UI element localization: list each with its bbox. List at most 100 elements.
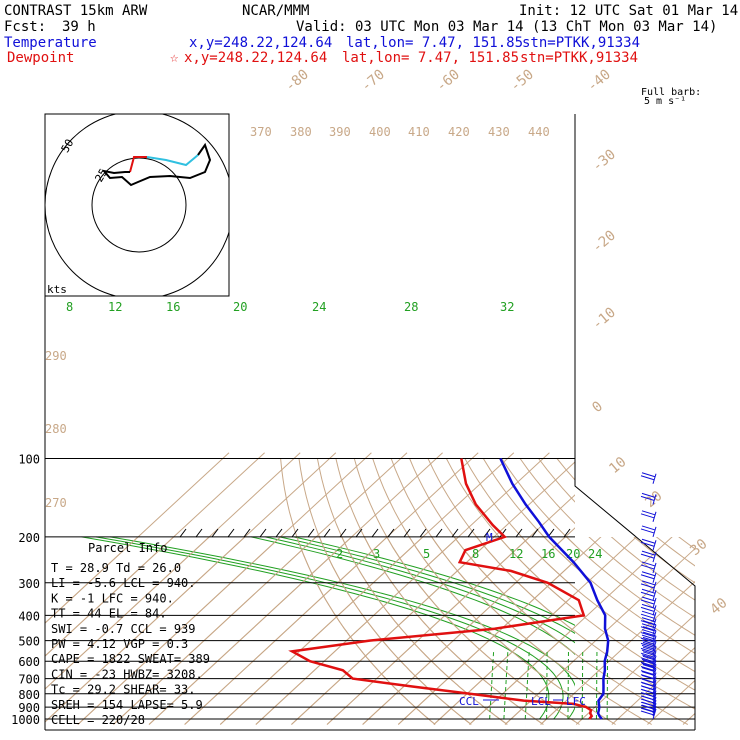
parcel-info-row: T = 28.9 Td = 26.0 [51, 561, 181, 575]
hodograph-units: kts [47, 283, 67, 296]
hodograph-segment-mid [146, 154, 199, 167]
theta-label: 430 [488, 125, 510, 139]
moist-adiabat-label: 28 [404, 300, 418, 314]
hatch-mark [419, 528, 427, 538]
isotherm [45, 537, 246, 723]
hatch-mark [259, 528, 267, 538]
wind-barb-feather [642, 626, 657, 632]
mixing-ratio-marker: M [486, 531, 493, 544]
wind-barb-shaft [652, 708, 657, 720]
wind-barb-shaft [652, 664, 657, 675]
dry-adiabat [386, 537, 580, 725]
wind-barb-shaft [652, 646, 657, 657]
dewpoint-latlon: lat,lon= 7.47, 151.85 [342, 50, 519, 66]
wind-barb-shaft [652, 668, 657, 679]
dry-adiabat [476, 537, 695, 710]
mixing-ratio-line [595, 649, 598, 720]
dry-adiabat [668, 459, 740, 725]
isotherm [719, 453, 740, 725]
hodograph-ring-label-25: 25 [92, 166, 110, 184]
temperature-tick-label: -80 [282, 67, 312, 96]
wind-barb-feather [640, 681, 655, 687]
parcel-info-row: Tc = 29.2 SHEAR= 33. [51, 683, 196, 697]
wind-barb-shaft [652, 572, 657, 583]
wind-barb-feather [640, 495, 655, 501]
theta-label: 370 [250, 125, 272, 139]
hatch-mark [467, 528, 475, 538]
wind-barb-feather [642, 631, 657, 637]
dry-adiabat [612, 459, 740, 725]
dry-adiabat [610, 537, 695, 601]
wind-barb-feather [640, 599, 655, 605]
parcel-info-row: CIN = -23 HWBZ= 3208. [51, 667, 203, 681]
temperature-tick-label: -10 [589, 305, 619, 334]
isotherm [540, 580, 695, 725]
hatch-mark [291, 528, 299, 538]
wind-barb-shaft [652, 552, 657, 563]
hatch-mark [179, 528, 187, 538]
wind-barb-shaft [652, 562, 657, 574]
wind-barb-feather [641, 538, 656, 544]
hodograph-ring-label-50: 50 [59, 137, 77, 155]
wind-barb-feather [641, 492, 656, 498]
wind-barb-shaft [652, 511, 657, 522]
mixing-ratio-line [581, 649, 584, 720]
theta-label: 420 [448, 125, 470, 139]
parcel-info-panel: Parcel Info T = 28.9 Td = 26.0LI = -5.6 … [51, 541, 210, 727]
sounding-profiles [288, 457, 610, 720]
theta-label: 390 [329, 125, 351, 139]
wind-barb-feather [640, 677, 655, 683]
mixing-ratio-label: 8 [472, 547, 479, 561]
pressure-tick-label: 400 [18, 609, 40, 623]
theta-label: 410 [408, 125, 430, 139]
wind-barb-feather [640, 626, 655, 632]
forecast-hour: 39 h [62, 19, 96, 35]
dry-adiabat [704, 459, 740, 725]
temperature-tick-label: -20 [589, 228, 619, 257]
dry-adiabat [594, 459, 740, 725]
dewpoint-xy: x,y=248.22,124.64 [184, 50, 327, 66]
wind-barb-feather [640, 688, 655, 694]
source-label: NCAR/MMM [242, 3, 309, 19]
wind-barb-feather [640, 657, 655, 663]
isotherm [433, 537, 638, 725]
wind-barb-feather [640, 583, 655, 589]
parcel-info-row: TT = 44 EL = 84. [51, 607, 167, 621]
wind-barb-feather [641, 623, 656, 629]
hatch-mark [195, 528, 203, 538]
theta-label: 440 [528, 125, 550, 139]
wind-barb-shaft [652, 624, 657, 635]
isotherm [719, 453, 740, 725]
wind-barb-shaft [652, 630, 657, 641]
isotherm [540, 692, 575, 725]
isotherm [504, 547, 695, 725]
dry-adiabat [431, 537, 652, 725]
hodograph-segment-low [129, 156, 147, 173]
wind-barbs [640, 472, 657, 720]
hatch-mark [275, 528, 283, 538]
moist-adiabat-label: 20 [233, 300, 247, 314]
isotherm [45, 537, 210, 690]
wind-barb-feather [640, 692, 655, 698]
mixing-ratio-label: 20 [566, 547, 580, 561]
wind-barb-shaft [652, 687, 657, 698]
wind-barb-feather [640, 637, 655, 643]
temperature-tick-label: -70 [358, 67, 388, 96]
hatch-mark [483, 528, 491, 538]
wind-barb-title: Full barb: [641, 87, 701, 98]
temperature-tick-label: 0 [589, 398, 606, 416]
right-boundary [574, 114, 696, 730]
pressure-tick-label: 300 [18, 577, 40, 591]
parcel-info-row: LI = -5.6 LCL = 940. [51, 576, 196, 590]
theta-label: 400 [369, 125, 391, 139]
isotherm [77, 537, 282, 725]
wind-barb-feather [640, 698, 655, 704]
wind-barb-shaft [652, 651, 657, 662]
wind-barb-shaft [652, 494, 657, 505]
parcel-info-row: K = -1 LFC = 940. [51, 591, 174, 605]
theta-label: 380 [290, 125, 312, 139]
wind-barb-feather [641, 667, 656, 673]
wind-barb-feather [642, 636, 657, 642]
wind-barb-feather [641, 510, 656, 516]
